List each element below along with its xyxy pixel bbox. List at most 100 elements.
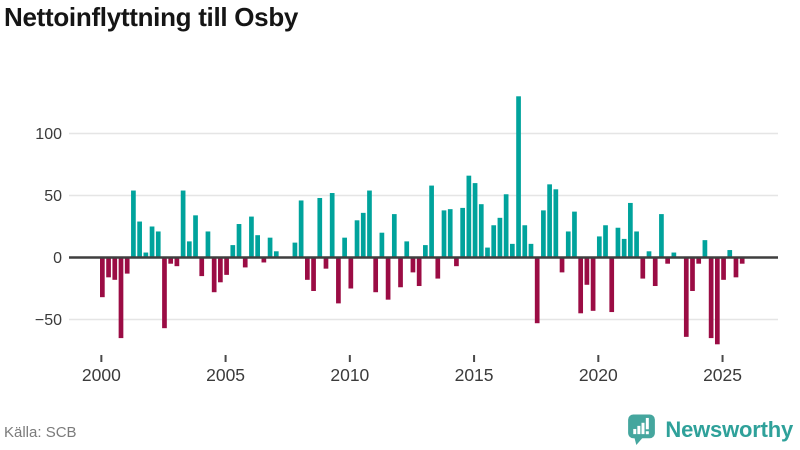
bar [118,257,124,339]
bar [249,216,254,258]
bar [609,257,615,313]
bar [292,242,298,258]
bar [435,257,441,279]
x-axis-label: 2010 [330,365,369,385]
x-axis-label: 2020 [579,365,618,385]
bar [472,183,478,258]
x-axis-label: 2025 [703,365,742,385]
bar [534,257,540,324]
bar [683,257,689,337]
bar [509,243,515,258]
bar [739,257,745,264]
bar [547,184,552,258]
bar [186,241,192,258]
bar [112,257,118,280]
bar [317,197,323,258]
bar [596,236,602,258]
bar [584,257,590,285]
bar [590,257,596,311]
bar [211,257,217,293]
bar [447,209,453,258]
bar [615,227,621,258]
bar [149,226,155,258]
bar [124,257,130,274]
bar [323,257,329,269]
bar [255,235,260,258]
bar [696,257,702,264]
bar [714,257,720,345]
bar [516,96,521,258]
bar [578,257,584,314]
bar [168,257,174,264]
bar [721,257,726,280]
bar [659,214,664,258]
bar [528,243,534,258]
bar [621,238,627,258]
bar [143,252,149,258]
bar [410,257,416,273]
bar [180,190,186,258]
newsworthy-wordmark: Newsworthy [665,417,793,442]
bar [224,257,229,275]
x-axis-label: 2005 [206,365,245,385]
bar [193,215,198,258]
bar [671,252,677,258]
bar [242,257,248,268]
bar [360,212,366,258]
source-label: Källa: SCB [4,424,77,441]
bar [646,251,652,258]
page-title: Nettoinflyttning till Osby [4,2,299,32]
bar [466,175,472,258]
newsworthy-icon [628,414,656,445]
bar [497,217,503,258]
bar [199,257,205,277]
bar [398,257,403,288]
bar [261,257,267,263]
bar [727,250,733,258]
bar [311,257,316,291]
bar [137,221,142,258]
bar [416,257,422,287]
bar [155,231,161,258]
bar [342,237,347,258]
bar [329,193,335,258]
bar [652,257,658,287]
y-axis-label: 100 [35,126,62,143]
y-axis-label: −50 [35,312,62,329]
bar [565,231,571,258]
bar [236,224,242,258]
bar [441,210,447,258]
bar [162,257,167,329]
bar [690,257,695,291]
bar [348,257,354,289]
bar [273,251,279,258]
x-axis-label: 2000 [82,365,121,385]
bar [404,241,410,258]
bar [298,200,304,258]
bar [205,231,211,258]
bar [385,257,391,300]
bar [603,225,608,258]
bar [628,202,633,258]
bar [391,214,397,258]
bar [553,189,559,258]
bar [522,225,528,258]
bar-chart: 100 50 0 −50 2000 2005 2010 2015 2020 2025 [35,96,778,385]
bar [336,257,341,304]
newsworthy-logo: Newsworthy [626,411,793,449]
bar [423,245,428,258]
bar [230,245,236,258]
bar [460,207,465,258]
bar [379,232,385,258]
bar [305,257,310,280]
bar [478,204,484,258]
bar [218,257,223,283]
bar [640,257,646,279]
bar [541,210,546,258]
bar [373,257,379,293]
y-axis-label: 50 [44,188,62,205]
bar [559,257,565,273]
bar [503,194,509,258]
bar [702,240,708,258]
